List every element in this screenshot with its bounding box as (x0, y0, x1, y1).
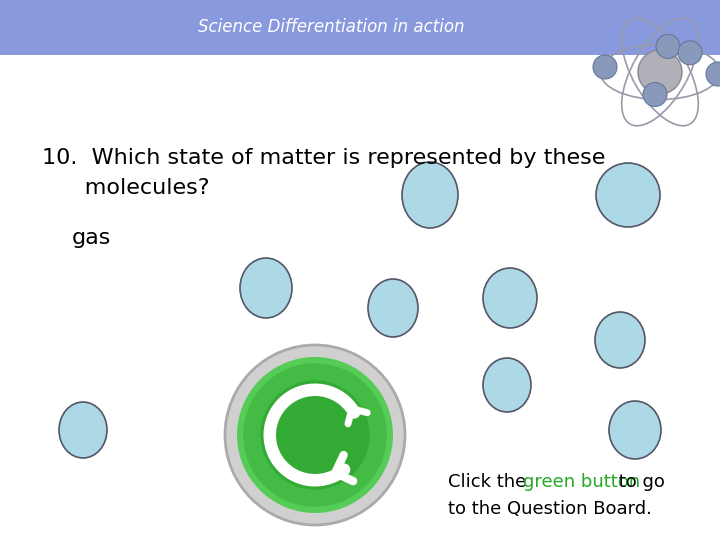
Circle shape (656, 35, 680, 58)
Circle shape (243, 363, 387, 507)
Ellipse shape (483, 358, 531, 412)
Ellipse shape (609, 401, 661, 459)
Text: Click the: Click the (448, 473, 532, 491)
Text: Science Differentiation in action: Science Differentiation in action (198, 18, 464, 37)
Ellipse shape (402, 162, 458, 228)
Bar (0, 0, 720, 55)
Circle shape (261, 380, 369, 490)
Circle shape (225, 345, 405, 525)
Circle shape (706, 62, 720, 86)
Ellipse shape (59, 402, 107, 458)
Circle shape (678, 40, 702, 65)
Circle shape (237, 357, 393, 513)
Text: molecules?: molecules? (42, 178, 210, 198)
Ellipse shape (483, 268, 537, 328)
Text: to the Question Board.: to the Question Board. (448, 500, 652, 518)
Text: green button: green button (523, 473, 640, 491)
Text: to go: to go (613, 473, 665, 491)
Text: 10.  Which state of matter is represented by these: 10. Which state of matter is represented… (42, 148, 606, 168)
Circle shape (593, 55, 617, 79)
Ellipse shape (368, 279, 418, 337)
Circle shape (638, 50, 682, 94)
Circle shape (643, 83, 667, 106)
Ellipse shape (240, 258, 292, 318)
Ellipse shape (595, 312, 645, 368)
Ellipse shape (596, 163, 660, 227)
Text: gas: gas (72, 228, 112, 248)
